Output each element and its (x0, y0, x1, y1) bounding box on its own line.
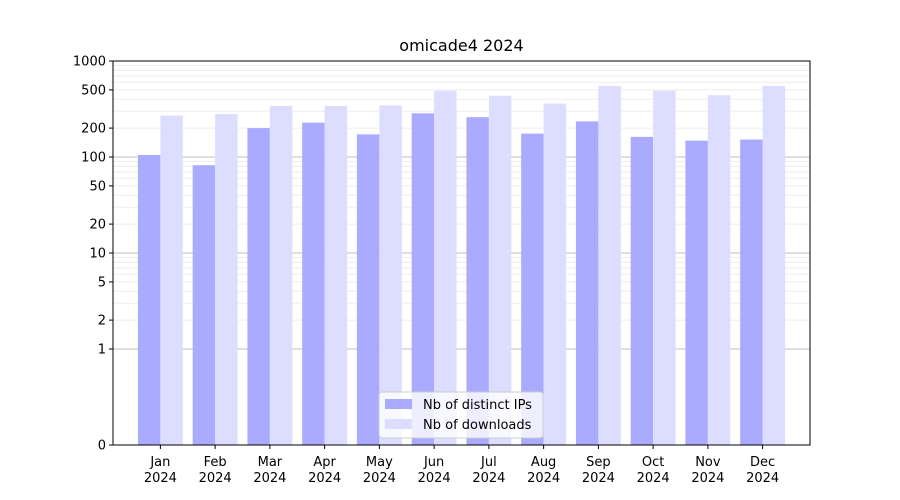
y-axis: 0 1 2 5 10 20 50 100 200 500 1000 (73, 55, 113, 454)
bar-downloads (598, 85, 621, 446)
x-tick-year: 2024 (253, 471, 286, 486)
legend-box (378, 391, 544, 439)
x-tick-label: Nov 2024 (691, 455, 724, 486)
x-tick-label: May 2024 (363, 455, 396, 486)
bar-distinct-ips (356, 134, 380, 445)
x-tick-year: 2024 (746, 471, 779, 486)
x-tick-year: 2024 (527, 471, 560, 486)
bar-distinct-ips (302, 122, 325, 446)
bar-distinct-ips (192, 165, 216, 445)
legend: Nb of distinct IPs Nb of downloads (378, 391, 544, 439)
y-tick-label: 50 (89, 179, 106, 194)
x-tick-year: 2024 (363, 471, 396, 486)
x-tick-label: Jun 2024 (418, 455, 451, 486)
x-tick-label: Apr 2024 (308, 455, 341, 486)
bars (137, 85, 786, 446)
bar-downloads (269, 105, 293, 445)
x-tick-month: Jan (149, 455, 170, 470)
x-tick-month: Mar (258, 455, 283, 470)
x-tick-month: Dec (750, 455, 775, 470)
y-tick-label: 10 (89, 247, 106, 262)
bar-downloads (379, 105, 402, 445)
x-tick-month: Feb (204, 455, 227, 470)
y-tick-label: 20 (89, 218, 106, 233)
x-tick-label: Mar 2024 (253, 455, 286, 486)
x-tick-label: Jul 2024 (472, 455, 505, 486)
bar-distinct-ips (137, 154, 161, 445)
bar-distinct-ips (411, 113, 435, 445)
y-tick-label: 500 (81, 83, 106, 98)
bar-downloads (488, 95, 512, 446)
x-tick-year: 2024 (691, 471, 724, 486)
x-tick-label: Sep 2024 (582, 455, 615, 486)
x-tick-month: Sep (586, 455, 611, 470)
bar-distinct-ips (466, 117, 489, 445)
x-tick-year: 2024 (144, 471, 177, 486)
y-tick-label: 1 (98, 343, 106, 358)
y-tick-label: 0 (98, 439, 106, 454)
x-tick-label: Jan 2024 (144, 455, 177, 486)
x-tick-year: 2024 (199, 471, 232, 486)
x-tick-year: 2024 (637, 471, 670, 486)
x-tick-month: Nov (695, 455, 721, 470)
bar-distinct-ips (575, 121, 599, 445)
bar-distinct-ips (247, 128, 270, 445)
bar-distinct-ips (521, 133, 544, 446)
bar-downloads (707, 95, 731, 445)
y-tick-label: 1000 (73, 55, 106, 70)
y-tick-label: 100 (81, 151, 106, 166)
x-tick-month: Jun (423, 455, 444, 470)
bar-downloads (324, 105, 348, 445)
y-tick-label: 200 (81, 122, 106, 137)
bar-downloads (762, 85, 786, 446)
x-tick-label: Oct 2024 (637, 455, 670, 486)
bar-distinct-ips (630, 136, 654, 445)
bar-downloads (215, 114, 238, 446)
bar-downloads (434, 90, 457, 445)
x-tick-label: Feb 2024 (199, 455, 232, 486)
x-tick-month: Oct (642, 455, 664, 470)
bar-downloads (543, 103, 567, 445)
x-tick-year: 2024 (582, 471, 615, 486)
x-tick-label: Aug 2024 (527, 455, 560, 486)
x-tick-month: Jul (480, 455, 497, 470)
x-tick-month: May (366, 455, 393, 470)
legend-label: Nb of downloads (423, 418, 532, 433)
x-tick-year: 2024 (472, 471, 505, 486)
bar-distinct-ips (685, 140, 708, 445)
bar-downloads (160, 115, 183, 445)
x-tick-month: Apr (313, 455, 336, 470)
bar-downloads (653, 90, 676, 445)
x-tick-month: Aug (531, 455, 556, 470)
legend-label: Nb of distinct IPs (423, 398, 532, 413)
x-tick-year: 2024 (308, 471, 341, 486)
chart-title: omicade4 2024 (399, 36, 523, 55)
legend-swatch (385, 399, 412, 409)
x-tick-label: Dec 2024 (746, 455, 779, 486)
y-tick-label: 5 (98, 275, 106, 290)
legend-swatch (385, 419, 412, 429)
x-tick-year: 2024 (418, 471, 451, 486)
bar-distinct-ips (740, 139, 763, 445)
y-tick-label: 2 (98, 314, 106, 329)
